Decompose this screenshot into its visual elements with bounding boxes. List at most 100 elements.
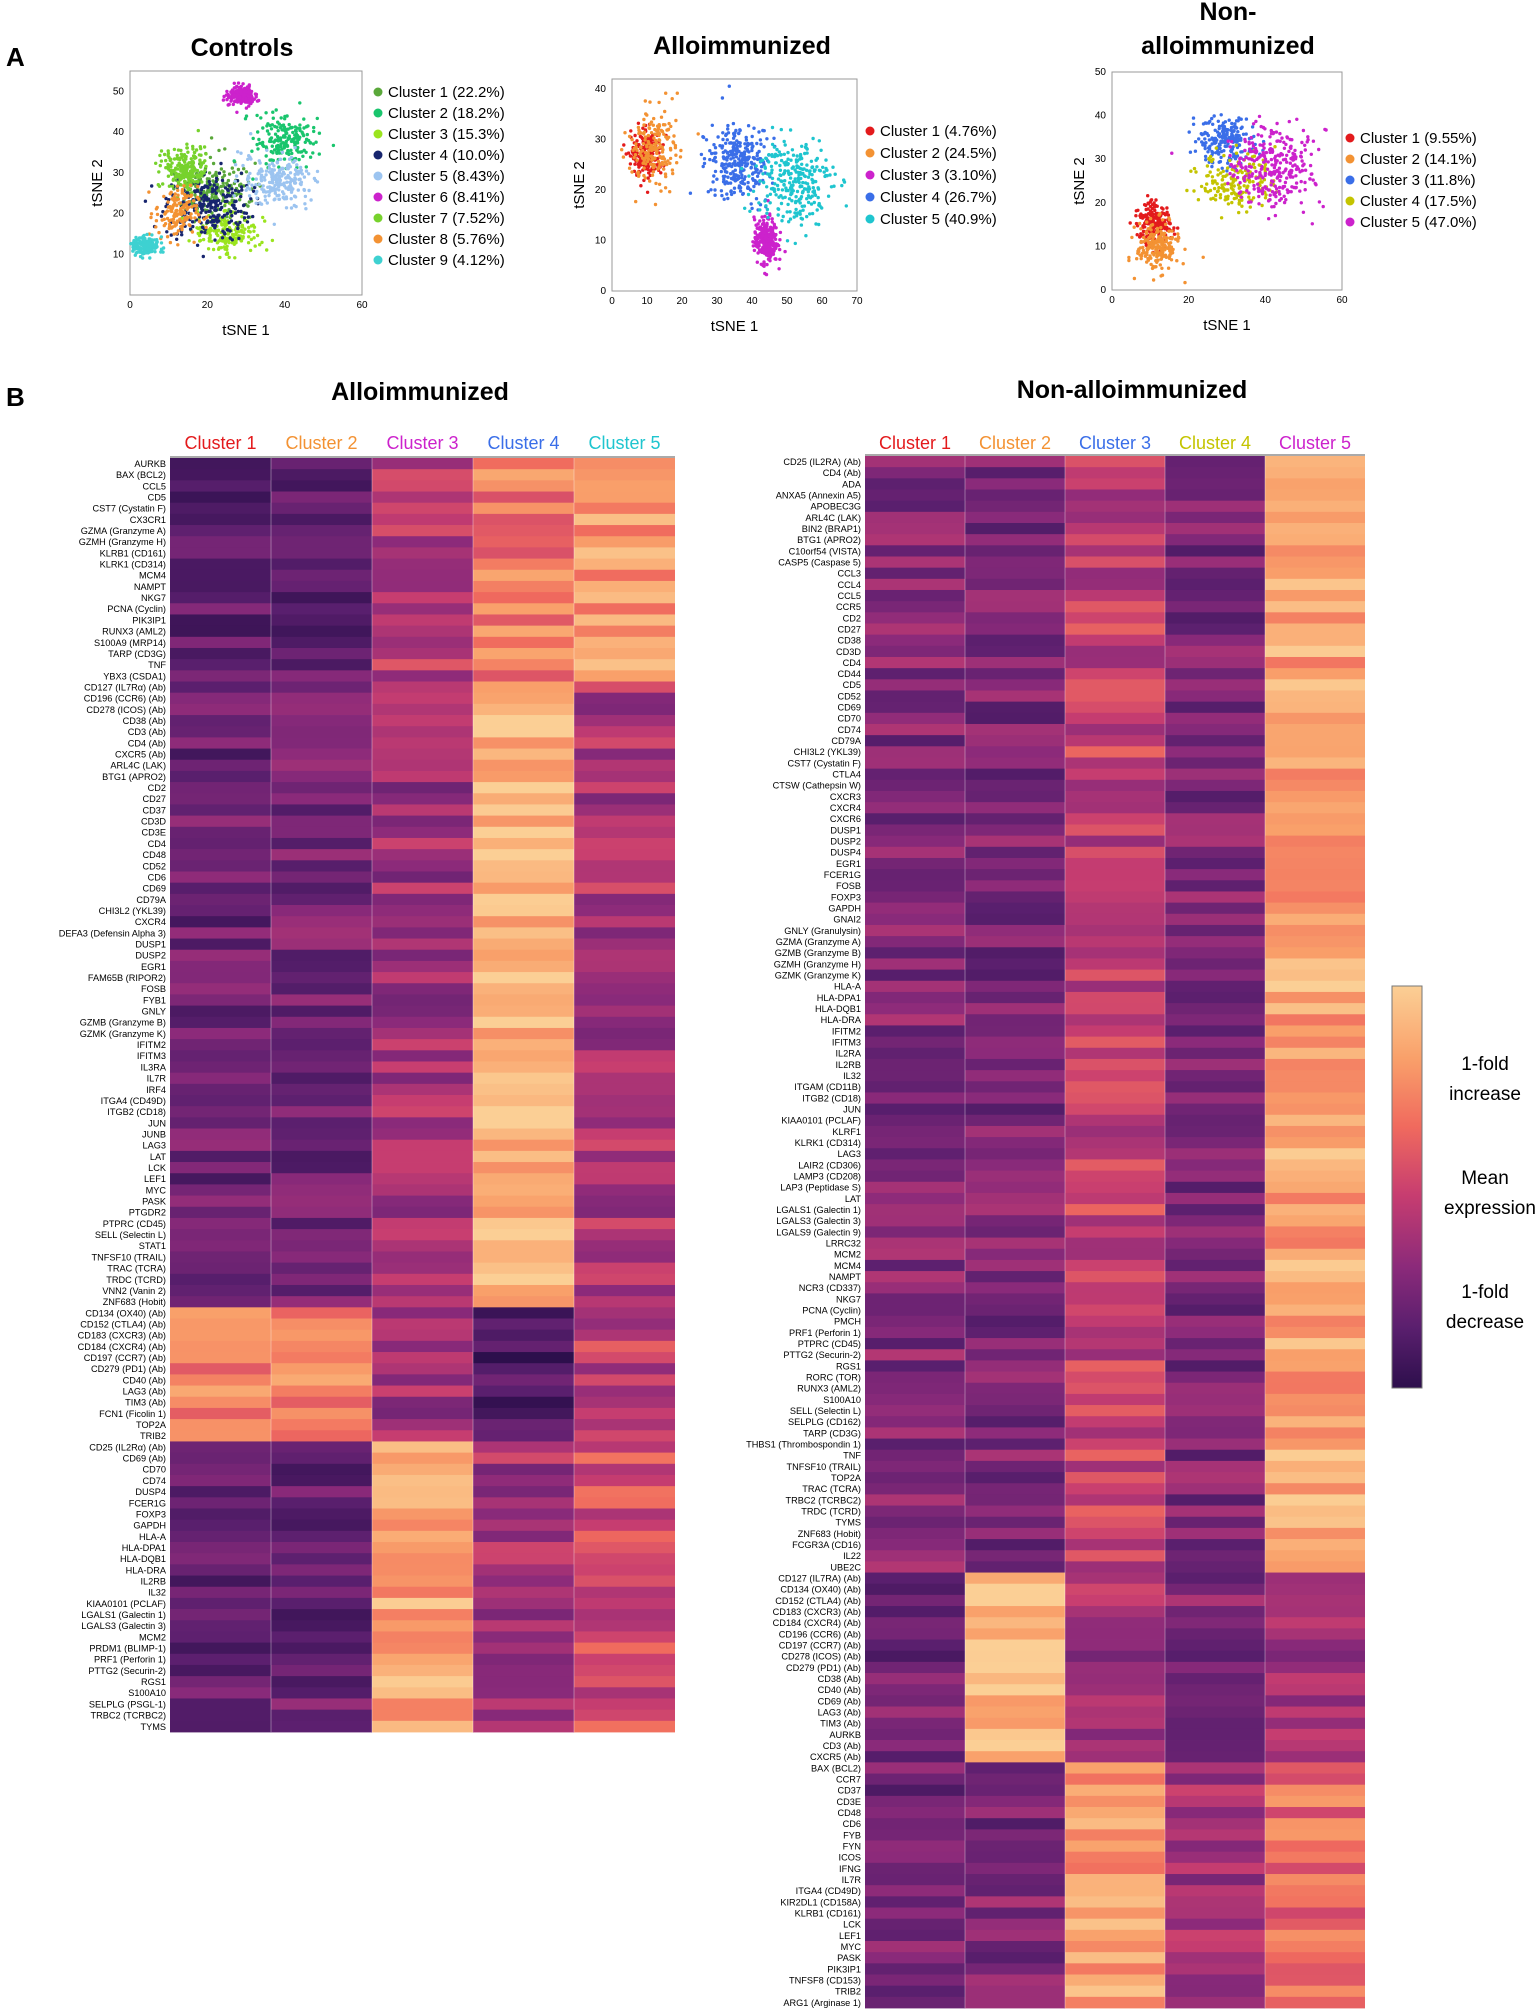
scatter-point (752, 218, 757, 222)
heatmap-cell (271, 692, 372, 705)
heatmap-cell (574, 972, 675, 984)
scatter-point (728, 141, 732, 145)
x-tick-label: 0 (609, 296, 615, 307)
heatmap-cell (574, 513, 675, 526)
heatmap-cell (170, 1095, 271, 1107)
heatmap-cell (372, 1664, 473, 1677)
scatter-point (1301, 210, 1306, 214)
scatter-point (209, 229, 213, 233)
heatmap-cell (965, 522, 1065, 535)
scatter-point (662, 167, 666, 171)
heatmap-cell (271, 703, 372, 716)
heatmap-cell (574, 949, 675, 962)
heatmap-title: Alloimmunized (331, 378, 509, 406)
heatmap-cell (372, 1318, 473, 1331)
scatter-point (771, 240, 775, 244)
heatmap-cell (372, 1631, 473, 1643)
scatter-point (739, 176, 744, 180)
heatmap-cell (473, 1676, 574, 1688)
heatmap-cell (1265, 478, 1365, 490)
legend-marker (373, 129, 383, 139)
scatter-point (799, 172, 804, 176)
scatter-point (290, 151, 294, 156)
heatmap-cell (965, 478, 1065, 490)
scatter-point (796, 170, 801, 175)
scatter-point (783, 143, 787, 147)
scatter-point (657, 138, 662, 143)
scatter-point (226, 103, 230, 107)
scatter-point (646, 176, 650, 180)
scatter-point (779, 127, 783, 132)
scatter-point (1203, 137, 1207, 141)
scatter-point (651, 164, 655, 168)
heatmap-cell (574, 1106, 675, 1118)
heatmap-cell (473, 882, 574, 895)
scatter-point (264, 154, 268, 158)
scatter-point (1227, 118, 1231, 122)
legend-marker (1345, 217, 1355, 227)
heatmap-cell (170, 625, 271, 638)
heatmap-cell (170, 491, 271, 504)
scatter-point (1268, 198, 1272, 202)
heatmap-cell (574, 804, 675, 817)
heatmap-cell (271, 592, 372, 604)
scatter-point (202, 185, 206, 190)
scatter-point (299, 180, 304, 184)
scatter-point (276, 138, 280, 143)
heatmap-cell (473, 603, 574, 615)
scatter-point (213, 205, 218, 209)
scatter-point (1244, 165, 1248, 169)
scatter-point (1276, 139, 1280, 143)
scatter-point (309, 198, 313, 202)
heatmap-cell (372, 1162, 473, 1174)
scatter-point (197, 153, 202, 157)
heatmap-cell (372, 1229, 473, 1241)
heatmap-cell (574, 1419, 675, 1431)
heatmap-cell (473, 1329, 574, 1342)
scatter-point (255, 196, 259, 200)
scatter-point (1205, 164, 1210, 168)
heatmap-cell (271, 1609, 372, 1621)
scatter-point (803, 174, 807, 179)
scatter-point (1278, 161, 1283, 165)
heatmap-cell (271, 480, 372, 492)
scatter-point (165, 230, 169, 234)
scatter-point (634, 142, 638, 146)
scatter-point (163, 212, 167, 216)
scatter-point (621, 155, 626, 159)
heatmap-cell (372, 1184, 473, 1196)
scatter-point (1194, 170, 1198, 174)
heatmap-row-label: IFITM2 (137, 1040, 166, 1050)
scatter-point (226, 188, 230, 193)
scatter-point (236, 226, 240, 231)
scatter-point (1228, 153, 1232, 158)
scatter-point (794, 195, 798, 199)
scatter-point (178, 217, 182, 221)
scatter-point (713, 169, 718, 174)
scatter-point (659, 189, 663, 193)
heatmap-cell (271, 491, 372, 504)
scatter-point (637, 165, 641, 169)
scatter-point (191, 144, 195, 149)
heatmap-cell (473, 692, 574, 705)
scatter-point (185, 207, 189, 212)
scatter-point (1146, 212, 1151, 216)
heatmap-cell (574, 1642, 675, 1655)
heatmap-cell (170, 670, 271, 682)
scatter-point (1172, 226, 1176, 230)
scatter-point (724, 132, 729, 136)
heatmap-cell (574, 1553, 675, 1565)
scatter-point (757, 130, 761, 134)
scatter-point (251, 136, 255, 141)
heatmap-cell (473, 1039, 574, 1051)
scatter-point (219, 184, 223, 189)
scatter-point (223, 199, 227, 204)
scatter-point (209, 239, 214, 243)
scatter-point (711, 180, 715, 184)
scatter-point (256, 172, 260, 176)
scatter-point (1183, 280, 1187, 285)
scatter-point (623, 131, 627, 135)
scatter-point (826, 194, 831, 198)
series-7-points (154, 128, 208, 206)
scatter-point (224, 93, 229, 97)
